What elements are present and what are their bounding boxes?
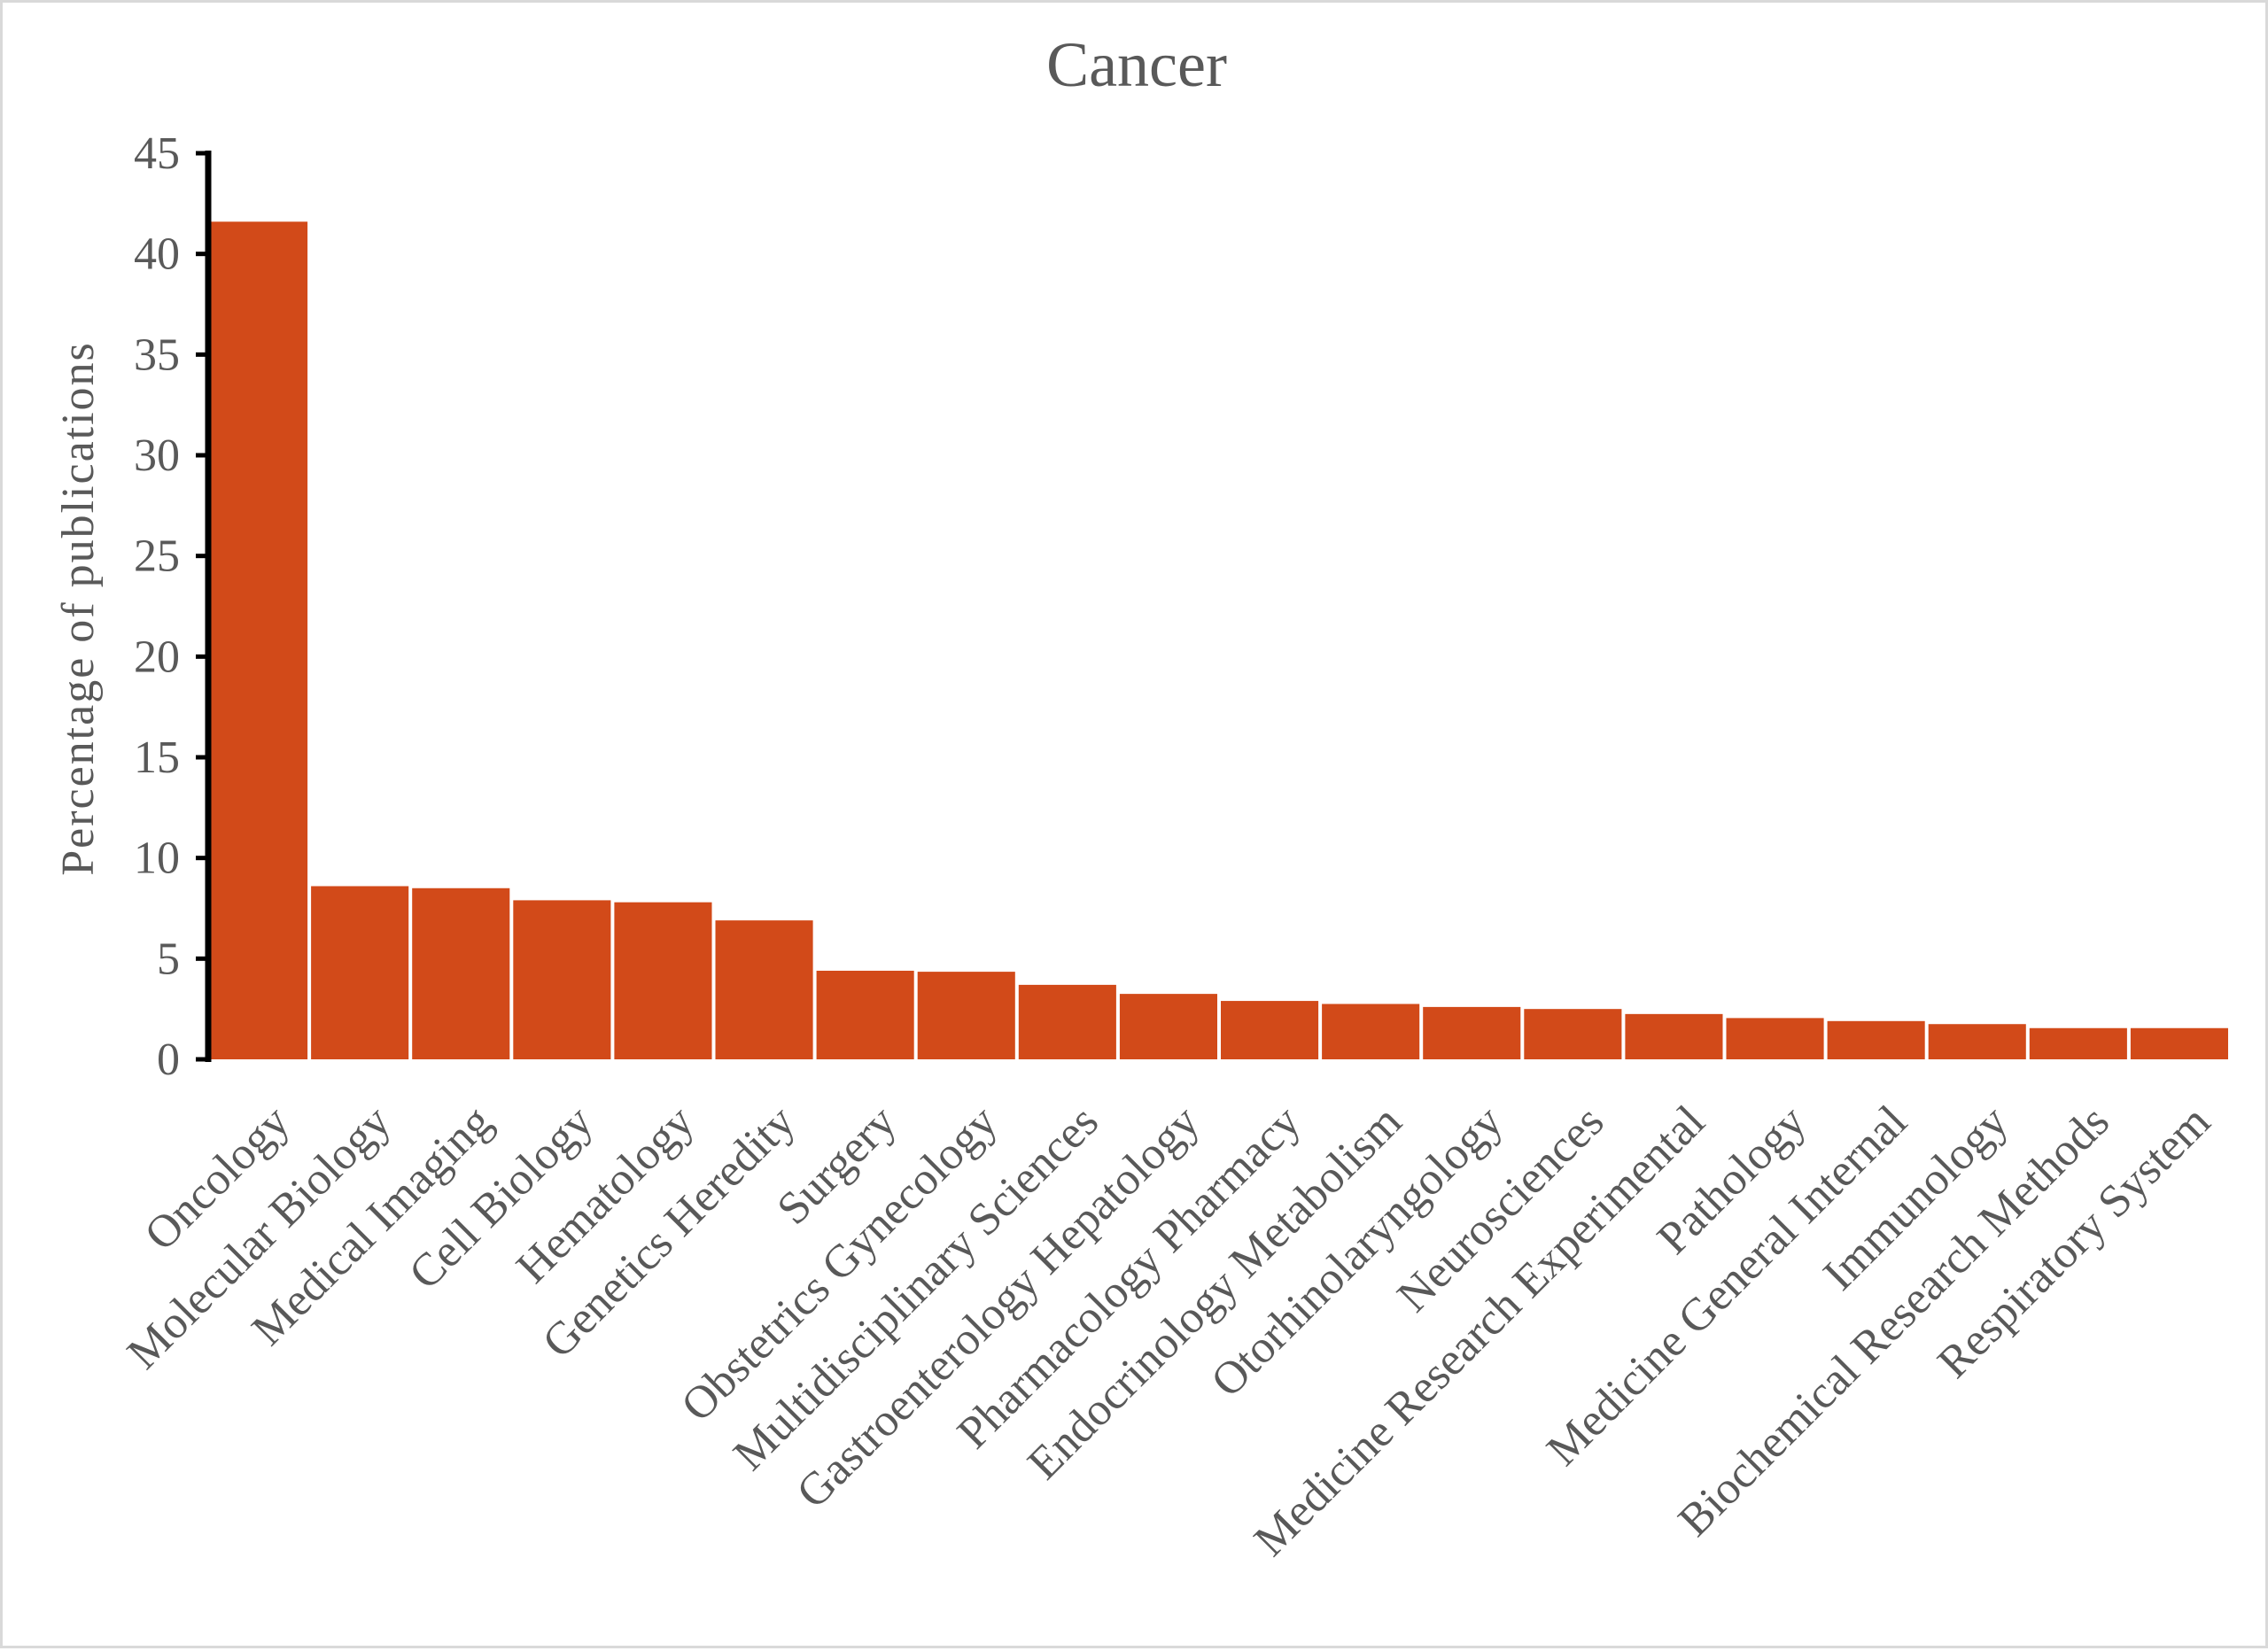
bar-cell-biology: [513, 900, 611, 1059]
bar-surgery: [816, 970, 914, 1059]
y-tick-label: 45: [134, 128, 180, 179]
y-tick-label: 15: [134, 732, 180, 783]
bar-otorhinolaryngology: [1423, 1006, 1521, 1059]
y-tick-label: 30: [134, 430, 180, 481]
bar-immunology: [1928, 1024, 2026, 1059]
chart-title: Cancer: [1046, 29, 1227, 100]
bar-neurosciences: [1524, 1009, 1622, 1059]
bar-pharmacology-pharmacy: [1221, 1001, 1319, 1059]
bar-medicine-general-internal: [1827, 1020, 1925, 1059]
bar-hematology: [614, 902, 712, 1059]
y-tick-label: 20: [134, 632, 180, 682]
y-axis-label: Percentage of publications: [53, 341, 104, 876]
bar-respiratory-system: [2130, 1027, 2228, 1059]
bars-layer: [210, 221, 2228, 1060]
bar-pathology: [1726, 1018, 1824, 1059]
bar-gastroenterology-hepatology: [1119, 994, 1217, 1059]
bar-molecular-biology: [311, 886, 409, 1059]
bar-medicine-research-experimental: [1625, 1013, 1723, 1059]
bar-biochemical-research-methods: [2029, 1027, 2127, 1059]
bar-oncology: [210, 221, 308, 1060]
bar-genetics-heredity: [715, 920, 813, 1059]
bar-medical-imaging: [412, 888, 510, 1059]
bar-endocrinology-metabolism: [1322, 1004, 1420, 1059]
y-tick-label: 40: [134, 229, 180, 280]
y-tick-label: 5: [157, 934, 180, 984]
y-tick-label: 10: [134, 833, 180, 884]
y-tick-label: 25: [134, 531, 180, 582]
y-ticks-layer: 0 5 10 15 20 25 30 35 40 45: [134, 128, 208, 1085]
y-tick-label: 35: [134, 329, 180, 380]
bar-obstetrics-gynecology: [917, 972, 1015, 1059]
bar-chart: Cancer Percentage of publications 0 5 10 15…: [53, 29, 2228, 1566]
y-tick-label: 0: [157, 1035, 180, 1085]
bar-multidisciplinary-sciences: [1018, 984, 1116, 1059]
